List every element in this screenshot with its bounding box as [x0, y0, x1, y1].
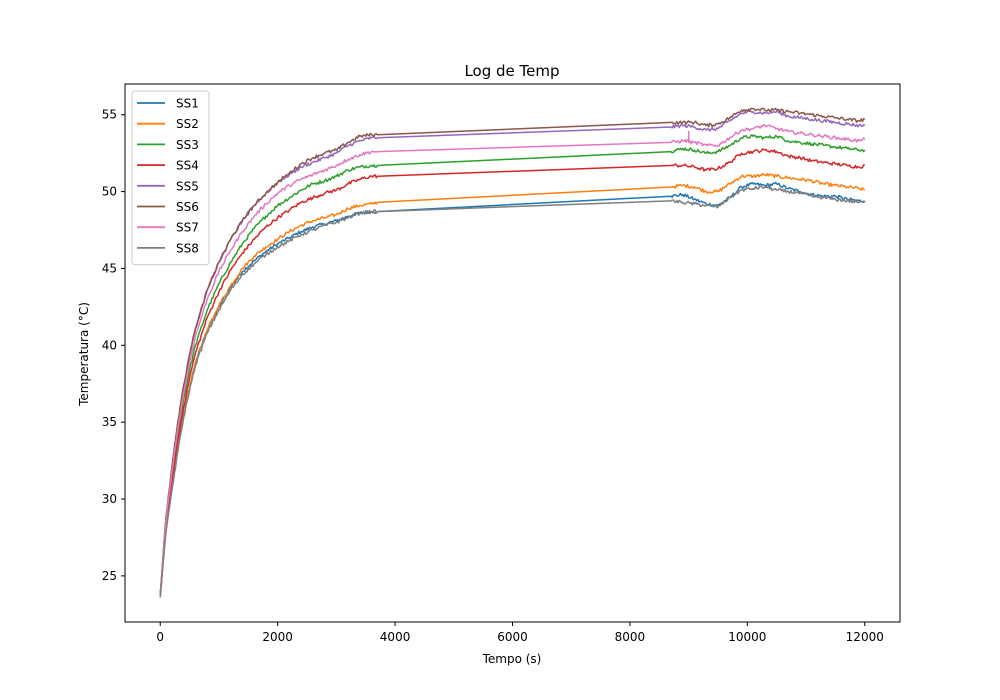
chart-title: Log de Temp	[464, 62, 559, 80]
legend-label-ss6: SS6	[176, 200, 199, 214]
legend-label-ss2: SS2	[176, 117, 199, 131]
y-tick-label: 30	[102, 492, 117, 506]
series-line-ss2	[159, 172, 866, 596]
series-line-ss4	[159, 148, 866, 596]
y-axis-label: Temperatura (°C)	[77, 302, 91, 407]
x-tick-label: 4000	[380, 630, 411, 644]
legend-label-ss1: SS1	[176, 97, 199, 111]
x-tick-label: 10000	[728, 630, 766, 644]
y-tick-label: 35	[102, 415, 117, 429]
legend: SS1 SS2 SS3 SS4 SS5 SS6 SS7 SS8	[131, 90, 210, 266]
y-tick-label: 25	[102, 569, 117, 583]
series-line-ss7	[159, 123, 866, 596]
plot-frame	[124, 83, 901, 623]
x-axis-ticks: 0 2000 4000 6000 8000 10000 12000	[156, 622, 884, 644]
x-tick-label: 8000	[615, 630, 646, 644]
legend-label-ss4: SS4	[176, 159, 199, 173]
legend-label-ss8: SS8	[176, 241, 199, 255]
series-line-ss1	[159, 181, 866, 596]
y-tick-label: 45	[102, 261, 117, 275]
x-tick-label: 0	[156, 630, 164, 644]
x-axis-label: Tempo (s)	[482, 652, 542, 666]
series-line-ss5	[159, 110, 866, 596]
y-axis-ticks: 25 30 35 40 45 50 55	[102, 108, 125, 583]
y-tick-label: 55	[102, 108, 117, 122]
series-line-ss3	[159, 134, 866, 596]
series-line-ss6	[159, 107, 866, 596]
y-tick-label: 40	[102, 338, 117, 352]
legend-label-ss5: SS5	[176, 179, 199, 193]
x-tick-label: 6000	[497, 630, 528, 644]
x-tick-label: 2000	[262, 630, 293, 644]
x-tick-label: 12000	[846, 630, 884, 644]
legend-box	[131, 90, 210, 266]
plot-lines	[159, 107, 866, 598]
legend-label-ss7: SS7	[176, 221, 199, 235]
series-line-ss8	[159, 185, 866, 598]
legend-label-ss3: SS3	[176, 138, 199, 152]
y-tick-label: 50	[102, 185, 117, 199]
